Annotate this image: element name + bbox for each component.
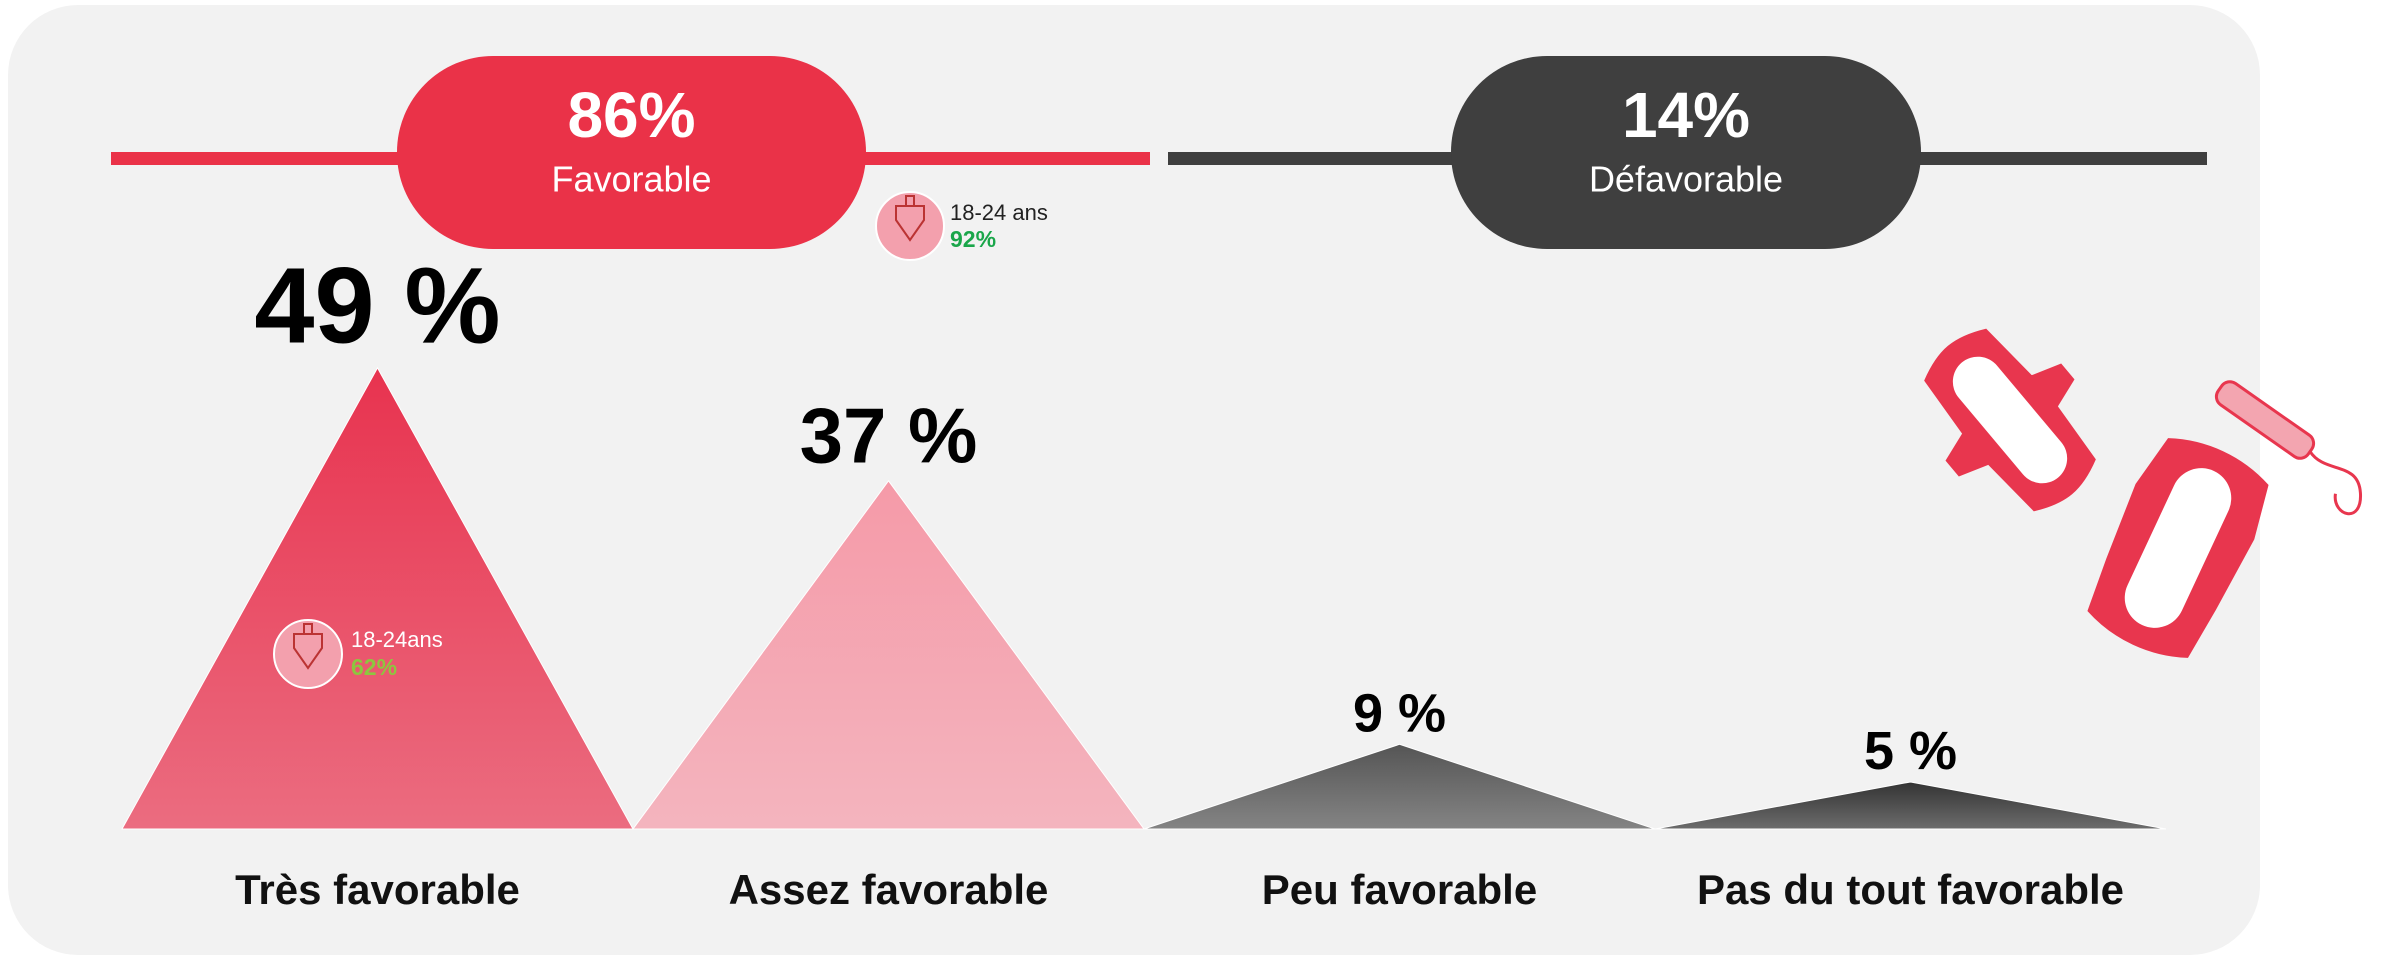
group-percent: 86%	[567, 79, 695, 151]
category-label: Assez favorable	[729, 866, 1049, 913]
category-label: Peu favorable	[1262, 866, 1537, 913]
group-pill	[1451, 56, 1921, 249]
plot: 49 % Très favorable 37 % Assez favorable 9 %…	[121, 191, 2167, 913]
badge-value: 62%	[351, 654, 397, 680]
badge-icon	[875, 191, 945, 261]
triangle	[121, 366, 634, 830]
triangle	[1654, 781, 2167, 830]
badge-icon	[273, 619, 343, 689]
value-label: 5 %	[1864, 721, 1957, 781]
value-label: 49 %	[254, 244, 500, 365]
group-pill	[397, 56, 866, 249]
value-label: 37 %	[800, 391, 978, 479]
group-percent: 14%	[1622, 79, 1750, 151]
group-name: Défavorable	[1589, 159, 1783, 200]
category-label: Pas du tout favorable	[1697, 866, 2124, 913]
triangle	[1143, 743, 1656, 830]
header: 86% Favorable 14% Défavorable	[111, 56, 2207, 249]
badge-label: 18-24 ans	[950, 200, 1048, 225]
badge-glyph	[293, 623, 323, 670]
badge-value: 92%	[950, 226, 996, 252]
badge-glyph	[895, 195, 925, 242]
decoration	[1924, 328, 2362, 658]
category-label: Très favorable	[235, 866, 520, 913]
group-name: Favorable	[551, 159, 711, 200]
triangle	[632, 479, 1145, 830]
value-label: 9 %	[1353, 684, 1446, 744]
badge-label: 18-24ans	[351, 627, 443, 652]
